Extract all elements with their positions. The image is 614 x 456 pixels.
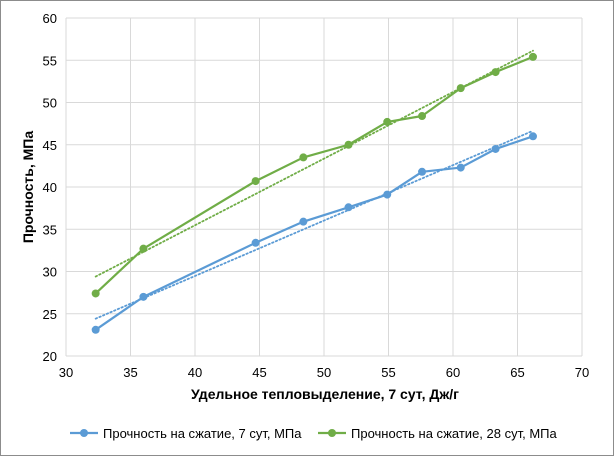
- y-tick-label: 60: [43, 11, 57, 26]
- y-tick-label: 50: [43, 96, 57, 111]
- x-tick-labels: 30 35 40 45 50 55 60 65 70: [59, 365, 589, 380]
- data-point: [528, 132, 537, 141]
- x-tick-label: 35: [123, 365, 137, 380]
- data-point: [418, 112, 427, 121]
- x-axis-title: Удельное тепловыделение, 7 сут, Дж/г: [191, 386, 459, 402]
- trendlines: [94, 49, 534, 320]
- y-tick-label: 35: [43, 222, 57, 237]
- y-tick-label: 55: [43, 53, 57, 68]
- x-tick-label: 30: [59, 365, 73, 380]
- legend-marker: [80, 429, 88, 437]
- data-point: [344, 140, 353, 149]
- series-line-2: [94, 55, 534, 295]
- legend-label: Прочность на сжатие, 7 сут, МПа: [103, 426, 302, 441]
- legend: Прочность на сжатие, 7 сут, МПа Прочность…: [70, 426, 557, 441]
- data-point: [299, 217, 308, 226]
- x-tick-label: 45: [252, 365, 266, 380]
- x-tick-label: 65: [510, 365, 524, 380]
- series-group: [91, 52, 537, 334]
- data-point: [251, 177, 260, 186]
- x-tick-label: 70: [575, 365, 589, 380]
- data-point: [91, 325, 100, 334]
- data-point: [383, 190, 392, 199]
- data-point: [456, 84, 465, 93]
- y-tick-label: 45: [43, 138, 57, 153]
- data-point: [344, 203, 353, 212]
- legend-label: Прочность на сжатие, 28 сут, МПа: [351, 426, 557, 441]
- trendline-series-1: [94, 129, 534, 320]
- x-tick-label: 40: [188, 365, 202, 380]
- data-point: [299, 153, 308, 162]
- data-point: [456, 163, 465, 172]
- data-point: [383, 117, 392, 126]
- y-tick-labels: 20 25 30 35 40 45 50 55 60: [43, 11, 57, 364]
- grid: [65, 17, 583, 357]
- data-point: [139, 292, 148, 301]
- data-point: [251, 238, 260, 247]
- x-tick-label: 60: [446, 365, 460, 380]
- data-point: [528, 52, 537, 61]
- data-point: [491, 68, 500, 77]
- data-point: [491, 144, 500, 153]
- data-point: [91, 289, 100, 298]
- legend-marker: [328, 429, 336, 437]
- data-point: [418, 167, 427, 176]
- data-point: [139, 244, 148, 253]
- y-tick-label: 25: [43, 307, 57, 322]
- y-tick-label: 20: [43, 349, 57, 364]
- y-tick-label: 30: [43, 265, 57, 280]
- x-tick-label: 55: [381, 365, 395, 380]
- series-line-1: [95, 135, 534, 331]
- y-axis-title: Прочность, МПа: [20, 131, 36, 244]
- x-tick-label: 50: [317, 365, 331, 380]
- y-tick-label: 40: [43, 180, 57, 195]
